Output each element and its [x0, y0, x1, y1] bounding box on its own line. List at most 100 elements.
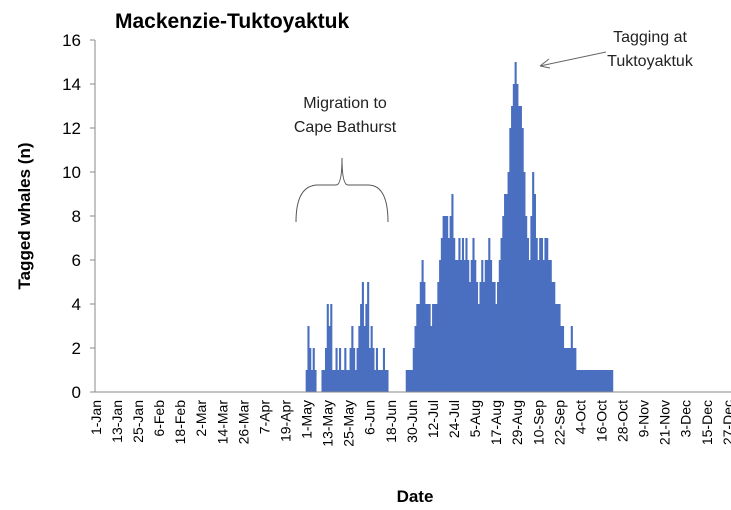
bar	[382, 348, 386, 392]
bar	[379, 370, 382, 392]
bar	[535, 238, 538, 392]
bar	[347, 370, 350, 392]
x-tick-label: 16-Oct	[593, 400, 609, 442]
bar	[411, 370, 414, 392]
y-tick-label: 8	[72, 207, 81, 226]
bar	[567, 348, 570, 392]
bar	[449, 216, 452, 392]
bar	[458, 238, 461, 392]
x-tick-label: 6-Feb	[151, 400, 167, 437]
bar	[497, 282, 500, 392]
brace	[295, 157, 389, 223]
x-tick-label: 3-Dec	[678, 400, 694, 437]
x-tick-label: 6-Jun	[362, 400, 378, 435]
bar	[609, 370, 612, 392]
bar	[474, 260, 477, 392]
bar	[407, 370, 410, 392]
x-tick-label: 2-Mar	[193, 400, 209, 437]
arrow-head	[539, 58, 551, 69]
bar	[590, 370, 593, 392]
bar	[475, 282, 479, 392]
bar	[454, 260, 457, 392]
bar	[542, 260, 545, 392]
bar	[468, 282, 472, 392]
x-tick-label: 7-Apr	[256, 400, 272, 435]
bar	[339, 348, 342, 392]
bar	[588, 370, 591, 392]
bar	[309, 348, 312, 392]
bar	[537, 260, 540, 392]
bar	[375, 348, 378, 392]
bar	[611, 370, 614, 392]
bar	[516, 84, 519, 392]
bar	[554, 304, 558, 392]
bar	[367, 282, 370, 392]
x-tick-label: 13-May	[320, 400, 336, 447]
bar	[514, 62, 517, 392]
bar	[314, 370, 317, 392]
bar	[358, 326, 361, 392]
bar	[593, 370, 596, 392]
bar	[563, 348, 566, 392]
bar	[488, 238, 491, 392]
bar	[356, 348, 359, 392]
bar	[484, 260, 487, 392]
bar	[602, 370, 605, 392]
x-tick-label: 15-Dec	[699, 400, 715, 445]
bar	[351, 326, 354, 392]
x-tick-label: 14-Mar	[214, 400, 230, 445]
bar	[439, 260, 442, 392]
bar	[332, 370, 335, 392]
x-tick-label: 10-Sep	[530, 400, 546, 445]
bar	[551, 282, 554, 392]
bar	[346, 370, 349, 392]
y-tick-label: 2	[72, 339, 81, 358]
bar	[344, 348, 347, 392]
bar	[519, 106, 522, 392]
bar	[421, 260, 424, 392]
bar	[549, 260, 552, 392]
x-tick-label: 29-Aug	[509, 400, 525, 445]
bar	[521, 128, 524, 392]
annotation: Cape Bathurst	[294, 119, 397, 136]
bar	[586, 370, 589, 392]
bar	[465, 238, 468, 392]
y-tick-label: 4	[72, 295, 81, 314]
bar	[349, 348, 352, 392]
x-tick-label: 18-Feb	[172, 400, 188, 445]
bar	[526, 238, 529, 392]
bar	[321, 370, 324, 392]
bar	[509, 128, 512, 392]
x-tick-label: 30-Jun	[404, 400, 420, 443]
bar	[433, 304, 436, 392]
bar	[456, 260, 459, 392]
x-tick-label: 1-Jan	[88, 400, 104, 435]
bar	[342, 370, 345, 392]
bar	[493, 282, 496, 392]
bar	[461, 238, 465, 392]
x-tick-label: 27-Dec	[720, 400, 731, 445]
bar	[539, 238, 542, 392]
bar	[579, 370, 582, 392]
x-tick-label: 19-Apr	[277, 400, 293, 442]
bar	[368, 348, 371, 392]
bar	[335, 348, 338, 392]
x-tick-label: 12-Jul	[425, 400, 441, 438]
bar	[504, 194, 507, 392]
bar	[565, 348, 568, 392]
bar	[324, 348, 328, 392]
bar	[572, 348, 575, 392]
bar	[381, 370, 384, 392]
bar	[470, 260, 473, 392]
annotation: Tuktoyaktuk	[607, 53, 694, 70]
x-tick-label: 24-Jul	[446, 400, 462, 438]
bar	[330, 304, 333, 392]
bar	[437, 282, 440, 392]
bar	[600, 370, 603, 392]
bar	[354, 370, 357, 392]
bar	[561, 326, 565, 392]
bar	[604, 370, 607, 392]
bar	[553, 282, 556, 392]
bar	[326, 304, 329, 392]
